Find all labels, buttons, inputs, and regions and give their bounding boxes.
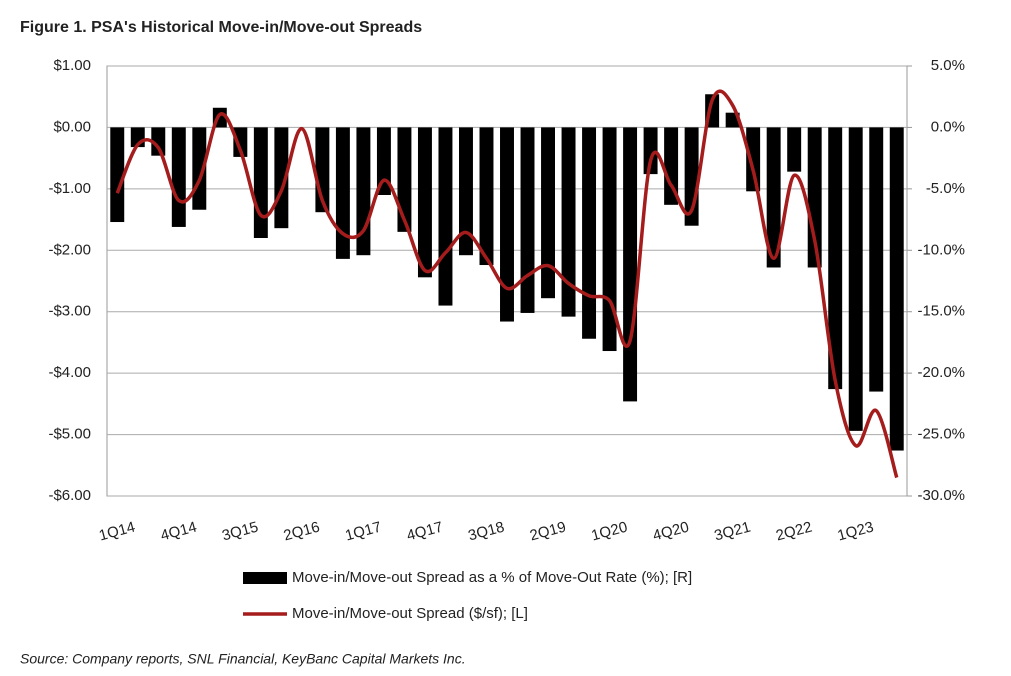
legend-label: Move-in/Move-out Spread ($/sf); [L] bbox=[292, 605, 528, 622]
y2-tick-label: -30.0% bbox=[917, 487, 965, 504]
bar bbox=[623, 127, 638, 402]
bar bbox=[171, 127, 186, 227]
bar bbox=[582, 127, 597, 339]
line-series bbox=[115, 89, 899, 479]
bar bbox=[417, 127, 432, 278]
y2-tick-label: 0.0% bbox=[931, 118, 965, 135]
bar bbox=[151, 127, 166, 156]
x-tick-label: 2Q22 bbox=[774, 519, 814, 545]
bar bbox=[541, 127, 555, 299]
x-tick-label: 2Q19 bbox=[528, 519, 568, 545]
bar bbox=[766, 127, 781, 268]
bar bbox=[664, 127, 679, 205]
y-tick-label: -$4.00 bbox=[48, 364, 91, 381]
y-tick-label: -$3.00 bbox=[48, 303, 91, 320]
bar bbox=[397, 127, 412, 232]
bar bbox=[848, 127, 863, 431]
x-tick-label: 3Q21 bbox=[713, 519, 753, 545]
bar bbox=[520, 127, 535, 313]
y-tick-label: -$2.00 bbox=[48, 241, 91, 258]
y-tick-label: -$5.00 bbox=[48, 426, 91, 443]
x-tick-label: 4Q14 bbox=[159, 519, 199, 545]
y2-tick-label: -20.0% bbox=[917, 364, 965, 381]
y-tick-label: -$1.00 bbox=[48, 180, 91, 197]
x-tick-label: 1Q20 bbox=[590, 519, 630, 545]
x-tick-label: 1Q17 bbox=[343, 519, 383, 545]
bar bbox=[869, 127, 884, 392]
y-tick-label: -$6.00 bbox=[48, 487, 91, 504]
bar bbox=[274, 127, 289, 229]
x-tick-label: 1Q23 bbox=[836, 519, 876, 545]
y-tick-label: $1.00 bbox=[53, 57, 91, 74]
x-tick-label: 2Q16 bbox=[282, 519, 322, 545]
bar bbox=[376, 127, 391, 195]
bar bbox=[110, 127, 125, 223]
bar bbox=[233, 127, 248, 157]
y2-tick-label: -10.0% bbox=[917, 241, 965, 258]
bar bbox=[746, 127, 761, 192]
bar bbox=[335, 127, 350, 259]
y2-tick-label: -15.0% bbox=[917, 303, 965, 320]
bar bbox=[889, 127, 904, 451]
bar bbox=[561, 127, 576, 317]
y2-tick-label: -5.0% bbox=[926, 180, 965, 197]
source-note: Source: Company reports, SNL Financial, … bbox=[20, 651, 466, 667]
legend-label: Move-in/Move-out Spread as a % of Move-O… bbox=[292, 569, 692, 586]
x-tick-label: 3Q18 bbox=[466, 519, 506, 545]
y2-tick-label: 5.0% bbox=[931, 57, 965, 74]
y-tick-label: $0.00 bbox=[53, 118, 91, 135]
x-tick-label: 4Q20 bbox=[651, 519, 691, 545]
bar bbox=[500, 127, 514, 322]
x-tick-label: 4Q17 bbox=[405, 519, 445, 545]
bar bbox=[787, 127, 802, 172]
bar bbox=[253, 127, 268, 238]
bar bbox=[828, 127, 843, 390]
x-tick-label: 3Q15 bbox=[220, 519, 260, 545]
chart-title: Figure 1. PSA's Historical Move-in/Move-… bbox=[20, 19, 422, 36]
bar bbox=[807, 127, 822, 268]
x-tick-label: 1Q14 bbox=[97, 519, 137, 545]
bar bbox=[643, 127, 658, 175]
bar bbox=[602, 127, 617, 352]
legend-swatch bbox=[243, 572, 287, 584]
bar bbox=[479, 127, 494, 266]
y2-tick-label: -25.0% bbox=[917, 426, 965, 443]
bar bbox=[438, 127, 453, 306]
bar bbox=[459, 127, 473, 256]
